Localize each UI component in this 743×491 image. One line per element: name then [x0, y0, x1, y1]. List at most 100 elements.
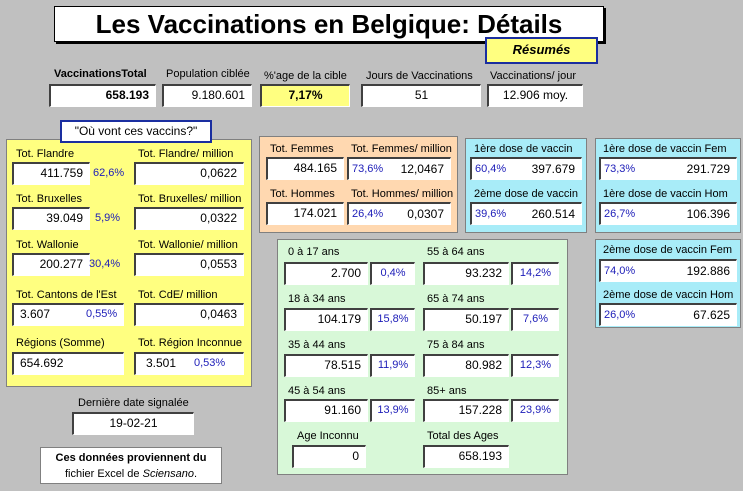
bruxelles-value: 39.049 [12, 207, 90, 230]
a55-64-value: 93.232 [423, 262, 509, 285]
femmes-pm-box: 73,6% 12,0467 [347, 157, 451, 180]
age-inconnu-value: 0 [292, 445, 366, 468]
population-label: Population ciblée [166, 68, 250, 80]
par-jour-value: 12.906 moy. [487, 84, 583, 107]
age-inconnu-label: Age Inconnu [297, 430, 359, 442]
wallonie-value: 200.277 [12, 253, 90, 276]
source-line2a: fichier Excel de [64, 468, 143, 480]
a55-64-label: 55 à 64 ans [427, 246, 485, 258]
inconnue-value: 3.501 [134, 352, 244, 375]
a18-34-value: 104.179 [284, 308, 368, 331]
hommes-pct: 26,4% [352, 208, 384, 220]
source-line2c: . [193, 468, 198, 480]
d1h-pct: 26,7% [604, 208, 636, 220]
bruxelles-label: Tot. Bruxelles [16, 193, 83, 205]
resumes-button[interactable]: Résumés [485, 37, 598, 64]
cantons-label: Tot. Cantons de l'Est [16, 289, 117, 301]
par-jour-label: Vaccinations/ jour [490, 70, 577, 82]
dose2-box: 39,6% 260.514 [470, 202, 582, 225]
bruxelles-pm-value: 0,0322 [134, 207, 244, 230]
a45-54-value: 91.160 [284, 399, 368, 422]
inconnue-pct: 0,53% [194, 357, 226, 369]
dose1-box: 60,4% 397.679 [470, 157, 582, 180]
source-sciensano: Sciensano [142, 468, 194, 480]
hommes-label: Tot. Hommes [270, 188, 335, 200]
hommes-value: 174.021 [266, 202, 344, 225]
d2h-pct: 26,0% [604, 309, 636, 321]
a35-44-pct: 11,9% [370, 354, 415, 377]
femmes-pct: 73,6% [352, 163, 384, 175]
d1f-pct: 73,3% [604, 163, 636, 175]
a75-84-value: 80.982 [423, 354, 509, 377]
d1f-label: 1ère dose de vaccin Fem [603, 143, 727, 155]
dose2-label: 2ème dose de vaccin [474, 188, 578, 200]
hommes-pm-value: 0,0307 [407, 207, 444, 221]
dose1-pct: 60,4% [475, 163, 507, 175]
femmes-label: Tot. Femmes [270, 143, 334, 155]
vaccinations-total-label: VaccinationsTotal [54, 68, 147, 80]
a18-34-pct: 15,8% [370, 308, 415, 331]
cantons-pm-label: Tot. CdE/ million [138, 289, 218, 301]
a75-84-label: 75 à 84 ans [427, 339, 485, 351]
derniere-date-label: Dernière date signalée [78, 397, 189, 409]
dose1-value: 397.679 [531, 162, 575, 176]
a75-84-pct: 12,3% [511, 354, 559, 377]
inconnue-label: Tot. Région Inconnue [138, 337, 242, 349]
somme-label: Régions (Somme) [16, 337, 105, 349]
derniere-date-value: 19-02-21 [72, 412, 194, 435]
d2f-pct: 74,0% [604, 265, 636, 277]
a35-44-value: 78.515 [284, 354, 368, 377]
flandre-value: 411.759 [12, 162, 90, 185]
somme-value: 654.692 [12, 352, 124, 375]
cantons-pm-value: 0,0463 [134, 303, 244, 326]
cantons-value: 3.607 [12, 303, 124, 326]
a0-17-pct: 0,4% [370, 262, 415, 285]
a65-74-value: 50.197 [423, 308, 509, 331]
page-title: Les Vaccinations en Belgique: Détails [95, 9, 563, 39]
source-line2: fichier Excel de Sciensano. [41, 466, 221, 482]
a0-17-value: 2.700 [284, 262, 368, 285]
a65-74-label: 65 à 74 ans [427, 293, 485, 305]
vaccinations-total-value: 658.193 [49, 84, 156, 107]
regions-heading: "Où vont ces vaccins?" [60, 120, 212, 143]
source-line1: Ces données proviennent du [55, 452, 207, 464]
a65-74-pct: 7,6% [511, 308, 559, 331]
cantons-pct: 0,55% [86, 308, 118, 320]
d2h-value: 67.625 [693, 308, 730, 322]
flandre-pm-label: Tot. Flandre/ million [138, 148, 234, 160]
a55-64-pct: 14,2% [511, 262, 559, 285]
wallonie-pct: 30,4% [89, 258, 121, 270]
a45-54-label: 45 à 54 ans [288, 385, 346, 397]
hommes-pm-label: Tot. Hommes/ million [351, 188, 454, 200]
jours-value: 51 [361, 84, 481, 107]
d1f-value: 291.729 [686, 162, 730, 176]
femmes-value: 484.165 [266, 157, 344, 180]
flandre-pct: 62,6% [93, 167, 125, 179]
a85-label: 85+ ans [427, 385, 467, 397]
d1f-box: 73,3% 291.729 [599, 157, 737, 180]
dose1-label: 1ère dose de vaccin [474, 143, 573, 155]
d1h-box: 26,7% 106.396 [599, 202, 737, 225]
dose2-value: 260.514 [531, 207, 575, 221]
jours-label: Jours de Vaccinations [366, 70, 473, 82]
d1h-value: 106.396 [686, 207, 730, 221]
d2h-label: 2ème dose de vaccin Hom [603, 289, 734, 301]
d2h-box: 26,0% 67.625 [599, 303, 737, 326]
d2f-value: 192.886 [686, 264, 730, 278]
d2f-box: 74,0% 192.886 [599, 259, 737, 282]
bruxelles-pm-label: Tot. Bruxelles/ million [138, 193, 242, 205]
a18-34-label: 18 à 34 ans [288, 293, 346, 305]
a85-pct: 23,9% [511, 399, 559, 422]
femmes-pm-value: 12,0467 [400, 162, 444, 176]
source-note: Ces données proviennent du fichier Excel… [40, 447, 222, 484]
d2f-label: 2ème dose de vaccin Fem [603, 244, 733, 256]
dose2-pct: 39,6% [475, 208, 507, 220]
wallonie-pm-label: Tot. Wallonie/ million [138, 239, 238, 251]
pct-cible-value: 7,17% [260, 84, 350, 107]
total-ages-value: 658.193 [423, 445, 509, 468]
femmes-pm-label: Tot. Femmes/ million [351, 143, 452, 155]
a85-value: 157.228 [423, 399, 509, 422]
title-box [54, 6, 604, 42]
flandre-pm-value: 0,0622 [134, 162, 244, 185]
bruxelles-pct: 5,9% [95, 212, 121, 224]
